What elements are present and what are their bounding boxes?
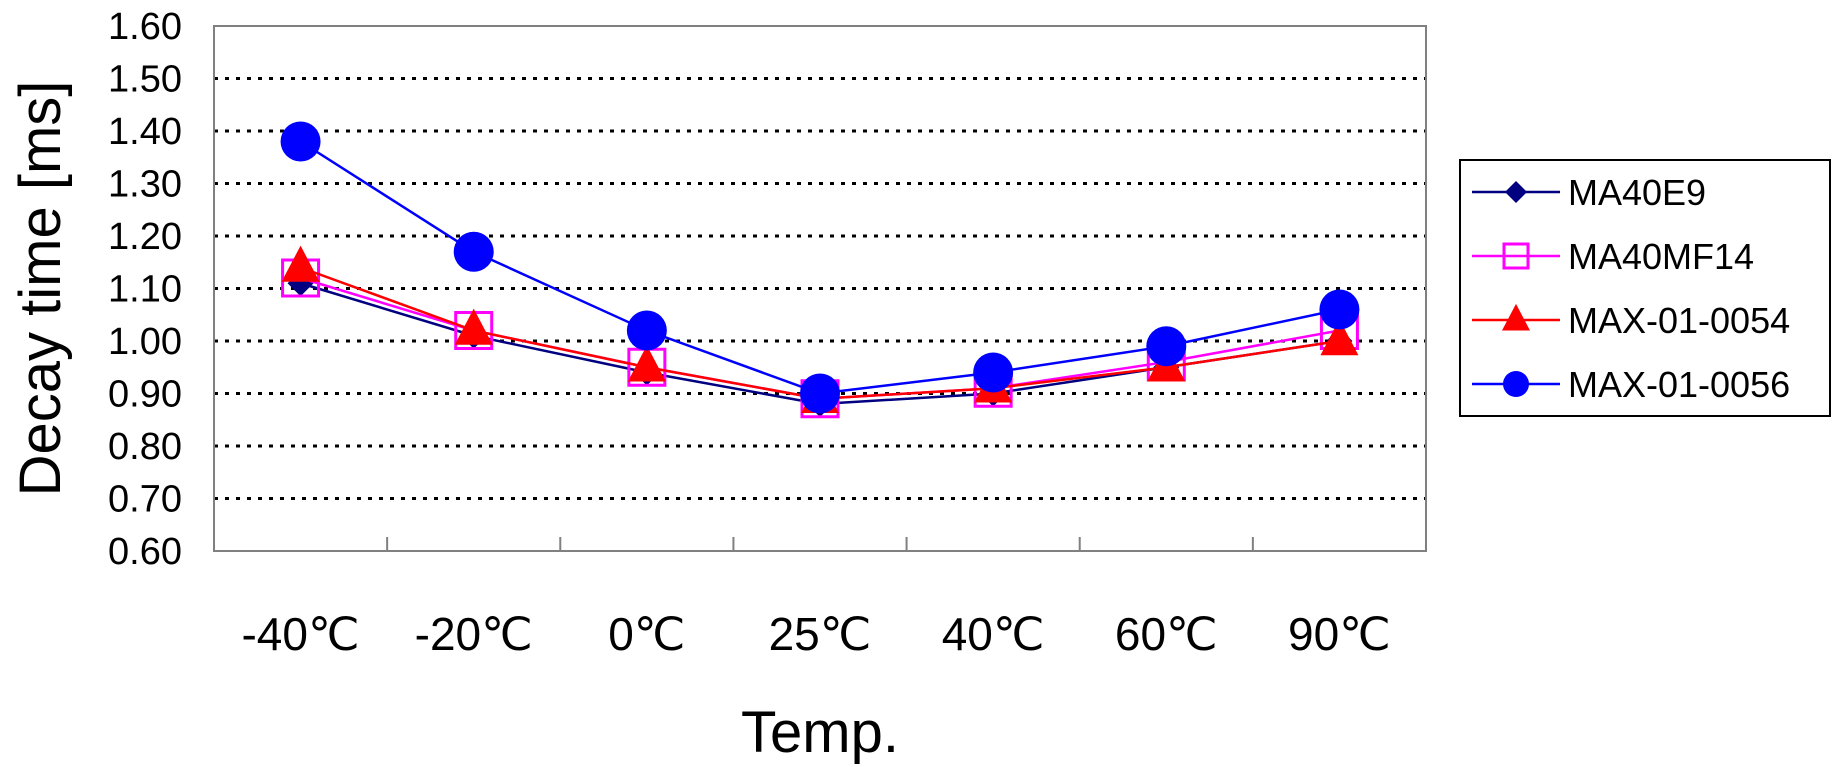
x-tick-label: 25℃ [769,608,872,660]
data-point [280,121,321,162]
legend-label: MA40E9 [1568,172,1706,213]
legend-label: MAX-01-0056 [1568,364,1790,405]
y-tick-label: 1.40 [108,111,182,153]
data-point [1320,319,1359,356]
y-tick-label: 0.70 [108,479,182,521]
y-tick-label: 1.50 [108,59,182,101]
y-tick-label: 0.60 [108,531,182,573]
y-tick-label: 1.00 [108,321,182,363]
data-point [1505,181,1527,203]
y-tick-labels: 0.60 0.70 0.80 0.90 1.00 1.10 1.20 1.30 1.40 1.50… [108,6,182,573]
legend-label: MAX-01-0054 [1568,300,1790,341]
y-axis-title: Decay time [ms] [8,81,73,497]
data-point [1503,371,1529,397]
x-tick-label: 90℃ [1288,608,1391,660]
data-point [1502,303,1530,331]
legend: MA40E9 MA40MF14 MAX-01-0054 MAX-01-0056 [1459,159,1831,417]
x-axis-title: Temp. [741,700,899,765]
data-point [1146,326,1187,367]
y-tick-label: 1.20 [108,216,182,258]
data-point [626,310,667,351]
legend-item: MAX-01-0056 [1472,364,1790,405]
y-tick-label: 1.10 [108,269,182,311]
x-tick-labels: -40℃ -20℃ 0℃ 25℃ 40℃ 60℃ 90℃ [241,537,1391,660]
data-point [973,352,1014,393]
y-tick-label: 0.80 [108,426,182,468]
data-point [627,345,666,382]
legend-label: MA40MF14 [1568,236,1754,277]
x-tick-label: 0℃ [608,608,685,660]
legend-item: MA40E9 [1472,172,1706,213]
data-point [454,308,493,345]
data-point [800,373,840,414]
legend-item: MA40MF14 [1472,236,1754,277]
y-tick-label: 1.30 [108,164,182,206]
legend-item: MAX-01-0054 [1472,300,1790,341]
x-tick-label: 60℃ [1115,608,1218,660]
axes [213,25,1427,552]
x-tick-label: 40℃ [942,608,1045,660]
data-point [1319,289,1360,330]
gridlines [214,77,1426,500]
series-max-01-0056 [280,121,1360,414]
x-tick-label: -20℃ [415,608,533,660]
data-point [1502,242,1530,270]
data-point [453,231,494,272]
y-tick-label: 1.60 [108,6,182,48]
data-point [281,245,320,282]
series [280,121,1360,419]
y-tick-label: 0.90 [108,374,182,416]
x-tick-label: -40℃ [241,608,359,660]
plot-area [213,25,1427,552]
